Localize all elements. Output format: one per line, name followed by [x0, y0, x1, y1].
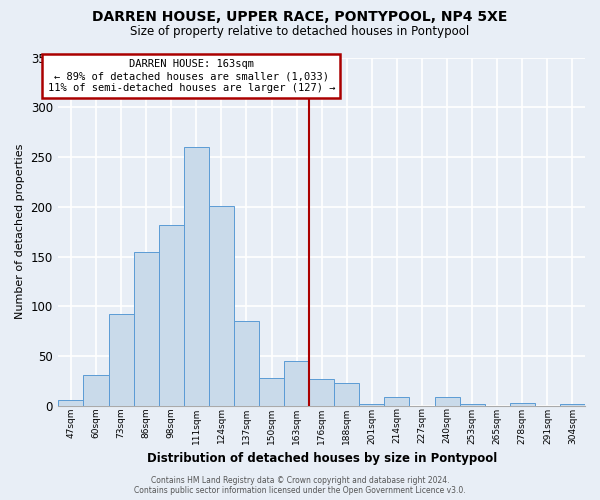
Bar [184, 147, 209, 406]
Text: DARREN HOUSE: 163sqm
← 89% of detached houses are smaller (1,033)
11% of semi-de: DARREN HOUSE: 163sqm ← 89% of detached h… [47, 60, 335, 92]
Bar [234, 322, 259, 406]
Bar [259, 378, 284, 406]
Bar [385, 397, 409, 406]
Bar [359, 404, 385, 406]
Bar [158, 224, 184, 406]
Bar [460, 404, 485, 406]
Bar [109, 314, 134, 406]
Bar [209, 206, 234, 406]
Bar [510, 403, 535, 406]
Bar [334, 383, 359, 406]
Text: Contains HM Land Registry data © Crown copyright and database right 2024.
Contai: Contains HM Land Registry data © Crown c… [134, 476, 466, 495]
X-axis label: Distribution of detached houses by size in Pontypool: Distribution of detached houses by size … [146, 452, 497, 465]
Bar [58, 400, 83, 406]
Text: DARREN HOUSE, UPPER RACE, PONTYPOOL, NP4 5XE: DARREN HOUSE, UPPER RACE, PONTYPOOL, NP4… [92, 10, 508, 24]
Bar [560, 404, 585, 406]
Y-axis label: Number of detached properties: Number of detached properties [15, 144, 25, 320]
Bar [134, 252, 158, 406]
Text: Size of property relative to detached houses in Pontypool: Size of property relative to detached ho… [130, 25, 470, 38]
Bar [434, 397, 460, 406]
Bar [83, 375, 109, 406]
Bar [284, 361, 309, 406]
Bar [309, 379, 334, 406]
